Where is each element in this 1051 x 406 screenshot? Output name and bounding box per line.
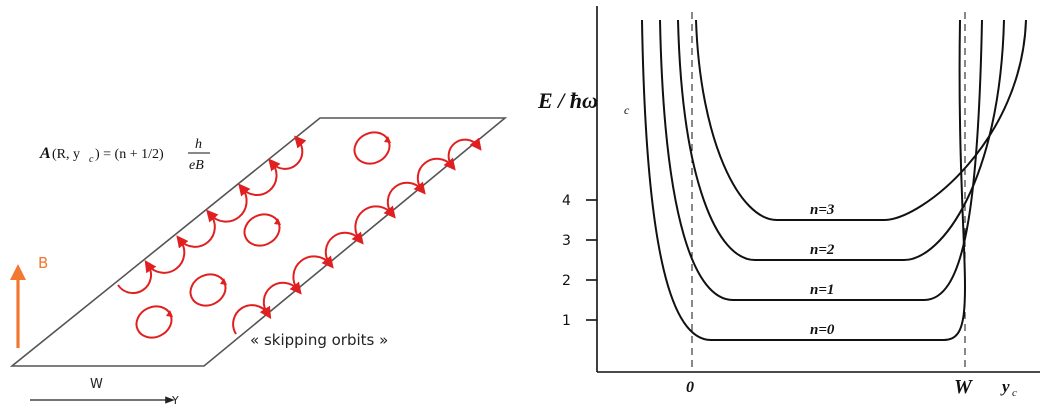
y-tick-label: 1 [562,313,571,329]
level-label: n=1 [810,282,834,298]
landau-level-curve [659,19,983,301]
area-quantization-formula: A (R, y c ) = (n + 1/2) h eB [39,137,210,173]
landau-level-curve [677,19,1005,261]
y-tick-label: 3 [562,233,571,249]
landau-level-curve [641,19,966,341]
svg-text:(R, y: (R, y [52,147,80,162]
bulk-cyclotron-orbits [135,131,391,339]
b-field-label: B [38,254,48,272]
svg-text:c: c [89,154,94,165]
y-ticks: 1 2 3 4 [562,193,597,329]
skipping-orbits-lower-edge [232,137,482,335]
svg-text:c: c [624,103,630,117]
sample-plane [9,117,508,367]
landau-level-chart: E / ħω c 1 2 3 4 n=0 n=1 n=2 n=3 0 W y c [520,0,1051,406]
y-direction-label: Y [171,394,179,406]
landau-level-curves [641,19,1027,341]
x-tick-zero: 0 [686,379,694,396]
svg-text:eB: eB [189,158,204,173]
skipping-orbits-caption: « skipping orbits » [250,331,388,349]
svg-text:E / ħω: E / ħω [537,88,598,113]
x-tick-w: W [954,376,973,398]
y-axis-label: E / ħω c [537,88,630,117]
cyclotron-orbit [189,273,227,307]
cyclotron-orbit [135,305,173,339]
cyclotron-orbit [243,213,281,247]
level-label: n=2 [810,242,835,258]
svg-text:h: h [195,137,202,152]
svg-text:A: A [39,145,51,162]
svg-text:) = (n + 1/2): ) = (n + 1/2) [95,147,164,162]
cyclotron-orbit [353,131,391,165]
x-axis-label: y c [1000,377,1017,399]
skipping-orbits-diagram: B W Y « skipping orbits » A (R, y c ) = … [0,0,520,406]
svg-text:y: y [1000,377,1010,396]
level-label: n=3 [810,202,835,218]
landau-level-curve [695,19,1027,221]
width-label: W [90,377,103,392]
y-tick-label: 4 [562,193,571,209]
level-label: n=0 [810,322,835,338]
y-tick-label: 2 [562,273,571,289]
skipping-orbits-upper-edge [117,135,307,294]
svg-text:c: c [1012,387,1017,399]
landau-level-labels: n=0 n=1 n=2 n=3 [810,202,835,338]
